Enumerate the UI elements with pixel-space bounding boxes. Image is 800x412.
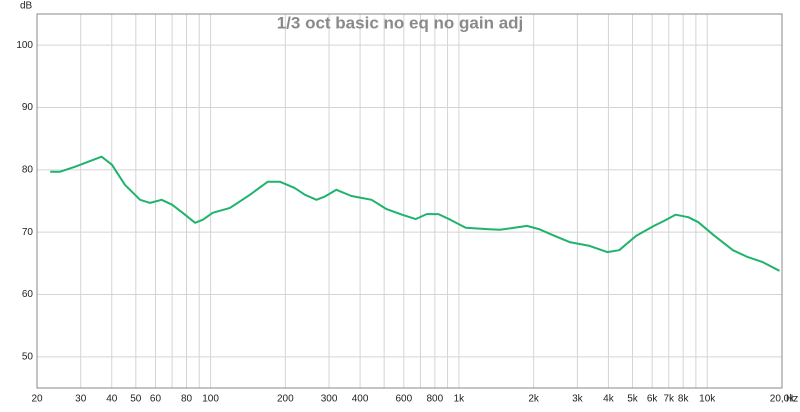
y-tick-label: 70 (22, 227, 34, 238)
response-line (50, 155, 780, 272)
x-tick-label: 800 (427, 394, 444, 405)
x-tick-label: 20 (31, 394, 43, 405)
x-tick-label: 10k (699, 394, 716, 405)
y-tick-label: 100 (16, 40, 33, 51)
x-tick-label: 600 (395, 394, 412, 405)
x-tick-label: 4k (603, 394, 615, 405)
y-tick-label: 90 (22, 102, 34, 113)
x-tick-label: 100 (202, 394, 219, 405)
y-tick-label: 80 (22, 164, 34, 175)
x-tick-label: 6k (647, 394, 659, 405)
x-tick-label: 80 (181, 394, 193, 405)
chart-title: 1/3 oct basic no eq no gain adj (277, 13, 524, 32)
y-tick-label: 50 (22, 351, 34, 362)
x-tick-label: 200 (277, 394, 294, 405)
x-tick-label: 5k (627, 394, 639, 405)
x-tick-label: 7k (663, 394, 675, 405)
x-tick-label: 2k (528, 394, 540, 405)
x-tick-label: 60 (150, 394, 162, 405)
x-tick-label: 8k (678, 394, 690, 405)
x-tick-label: 300 (321, 394, 338, 405)
y-tick-label: 60 (22, 289, 34, 300)
x-tick-label: 400 (352, 394, 369, 405)
x-tick-label: 1k (454, 394, 466, 405)
x-tick-label: 40 (106, 394, 118, 405)
x-tick-label: 3k (572, 394, 584, 405)
y-axis-label: dB (20, 1, 33, 12)
x-tick-label: 50 (130, 394, 142, 405)
x-tick-label: 20,0k (770, 394, 795, 405)
grid (36, 14, 783, 388)
x-axis-label: Hz (786, 394, 798, 405)
plot-frame (36, 13, 783, 389)
x-tick-label: 30 (75, 394, 87, 405)
